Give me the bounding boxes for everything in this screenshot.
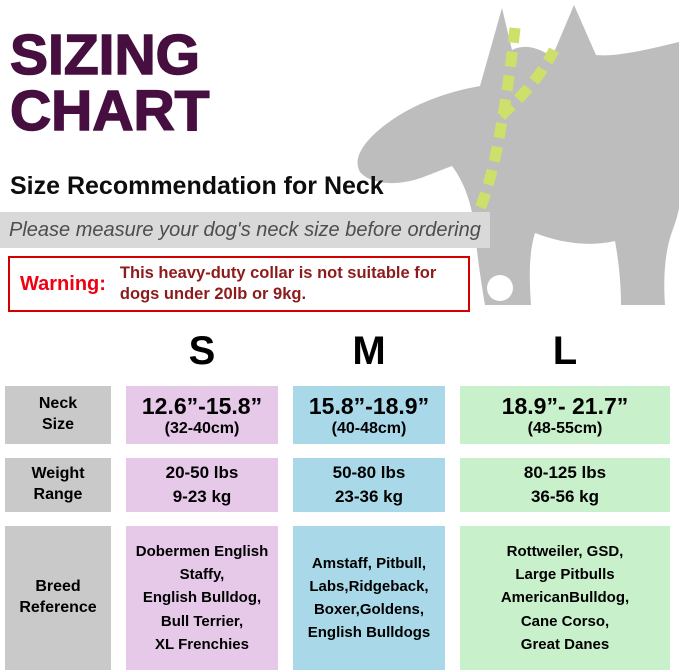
breed-reference-l: Rottweiler, GSD, Large Pitbulls American…: [460, 526, 670, 670]
warning-message: This heavy-duty collar is not suitable f…: [119, 263, 437, 303]
warning-label: Warning:: [20, 272, 106, 295]
neck-size-l-cm: (48-55cm): [527, 419, 603, 437]
weight-m-lbs: 50-80 lbs: [332, 463, 406, 483]
dog-body: [357, 5, 679, 305]
row-label-neck-size: Neck Size: [5, 386, 111, 444]
size-table: S M L Neck Size 12.6”-15.8” (32-40cm) 15…: [5, 328, 670, 670]
warning-box: Warning: This heavy-duty collar is not s…: [8, 256, 470, 312]
weight-m-kg: 23-36 kg: [334, 487, 404, 506]
corner-spacer: [5, 330, 111, 372]
column-header-m: M: [352, 328, 386, 373]
weight-s-kg: 9-23 kg: [172, 487, 232, 506]
column-header-s: S: [188, 328, 216, 373]
neck-size-m-cm: (40-48cm): [331, 419, 407, 437]
neck-size-l: 18.9”- 21.7” (48-55cm): [460, 386, 670, 444]
weight-l-kg: 36-56 kg: [530, 487, 600, 506]
page-title-line1: SIZING: [9, 23, 201, 87]
page-title: SIZING CHART: [9, 23, 210, 143]
weight-s-lbs: 20-50 lbs: [165, 463, 239, 483]
collar-strap-back: [497, 47, 559, 120]
breed-reference-s: Dobermen English Staffy, English Bulldog…: [126, 526, 278, 670]
page-title-line2: CHART: [9, 78, 210, 143]
weight-l-lbs: 80-125 lbs: [523, 463, 607, 483]
row-label-weight-range: Weight Range: [5, 458, 111, 512]
neck-size-s-inches: 12.6”-15.8”: [141, 392, 263, 419]
collar-strap-front: [471, 27, 521, 219]
dog-paw-dot: [487, 275, 513, 301]
weight-range-l: 80-125 lbs 36-56 kg: [460, 458, 670, 512]
neck-size-m-inches: 15.8”-18.9”: [308, 392, 430, 419]
breed-reference-m: Amstaff, Pitbull, Labs,Ridgeback, Boxer,…: [293, 526, 445, 670]
neck-size-l-inches: 18.9”- 21.7”: [501, 392, 629, 419]
column-header-l: L: [552, 328, 578, 373]
neck-size-s: 12.6”-15.8” (32-40cm): [126, 386, 278, 444]
measure-note: Please measure your dog's neck size befo…: [0, 212, 490, 248]
neck-size-s-cm: (32-40cm): [164, 419, 240, 437]
weight-range-m: 50-80 lbs 23-36 kg: [293, 458, 445, 512]
row-label-breed-reference: Breed Reference: [5, 526, 111, 670]
weight-range-s: 20-50 lbs 9-23 kg: [126, 458, 278, 512]
subtitle: Size Recommendation for Neck: [10, 172, 384, 200]
neck-size-m: 15.8”-18.9” (40-48cm): [293, 386, 445, 444]
dog-silhouette-icon: [357, 5, 679, 305]
